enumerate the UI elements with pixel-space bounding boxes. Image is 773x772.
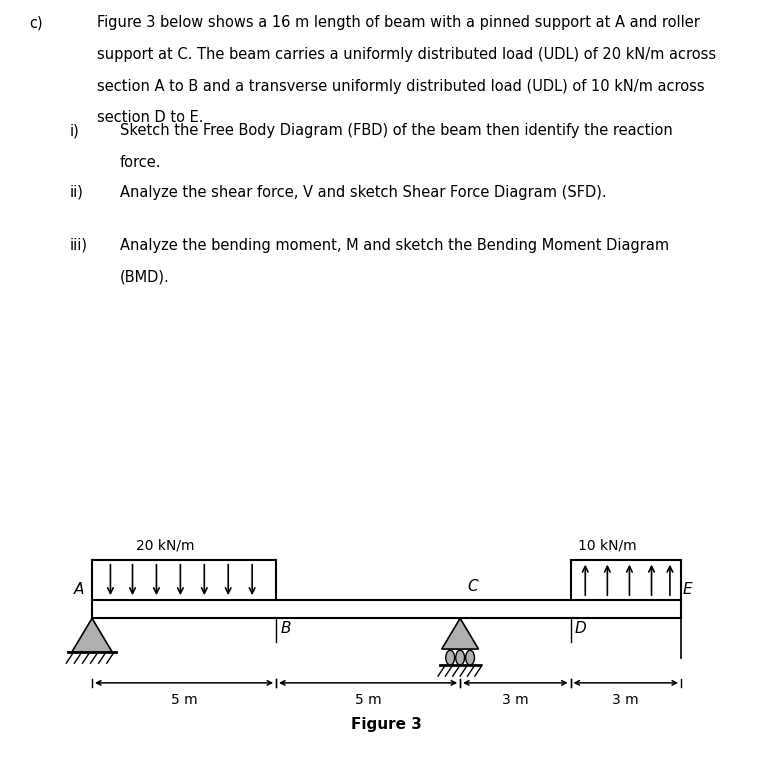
Circle shape bbox=[465, 650, 475, 665]
Text: section A to B and a transverse uniformly distributed load (UDL) of 10 kN/m acro: section A to B and a transverse uniforml… bbox=[97, 79, 704, 93]
Text: E: E bbox=[683, 582, 693, 597]
Text: Analyze the bending moment, M and sketch the Bending Moment Diagram: Analyze the bending moment, M and sketch… bbox=[120, 238, 669, 252]
Text: Analyze the shear force, V and sketch Shear Force Diagram (SFD).: Analyze the shear force, V and sketch Sh… bbox=[120, 185, 607, 200]
Text: section D to E.: section D to E. bbox=[97, 110, 203, 126]
Text: 3 m: 3 m bbox=[502, 693, 529, 707]
Text: 10 kN/m: 10 kN/m bbox=[578, 539, 636, 553]
Text: 3 m: 3 m bbox=[612, 693, 639, 707]
Text: 5 m: 5 m bbox=[171, 693, 197, 707]
Text: Figure 3 below shows a 16 m length of beam with a pinned support at A and roller: Figure 3 below shows a 16 m length of be… bbox=[97, 15, 700, 30]
Text: C: C bbox=[468, 579, 478, 594]
Text: 5 m: 5 m bbox=[355, 693, 381, 707]
Circle shape bbox=[446, 650, 455, 665]
Bar bbox=[92, 600, 681, 618]
Text: i): i) bbox=[70, 124, 80, 138]
Text: B: B bbox=[281, 621, 291, 636]
Text: 20 kN/m: 20 kN/m bbox=[136, 539, 195, 553]
Polygon shape bbox=[441, 618, 478, 649]
Text: force.: force. bbox=[120, 155, 162, 170]
Text: ii): ii) bbox=[70, 185, 83, 200]
Circle shape bbox=[456, 650, 465, 665]
Text: D: D bbox=[575, 621, 587, 636]
Text: A: A bbox=[74, 582, 85, 597]
Text: (BMD).: (BMD). bbox=[120, 269, 169, 284]
Text: c): c) bbox=[29, 15, 43, 30]
Text: iii): iii) bbox=[70, 238, 87, 252]
Text: Sketch the Free Body Diagram (FBD) of the beam then identify the reaction: Sketch the Free Body Diagram (FBD) of th… bbox=[120, 124, 673, 138]
Text: Figure 3: Figure 3 bbox=[351, 716, 422, 732]
Text: support at C. The beam carries a uniformly distributed load (UDL) of 20 kN/m acr: support at C. The beam carries a uniform… bbox=[97, 47, 716, 62]
Polygon shape bbox=[72, 618, 112, 652]
